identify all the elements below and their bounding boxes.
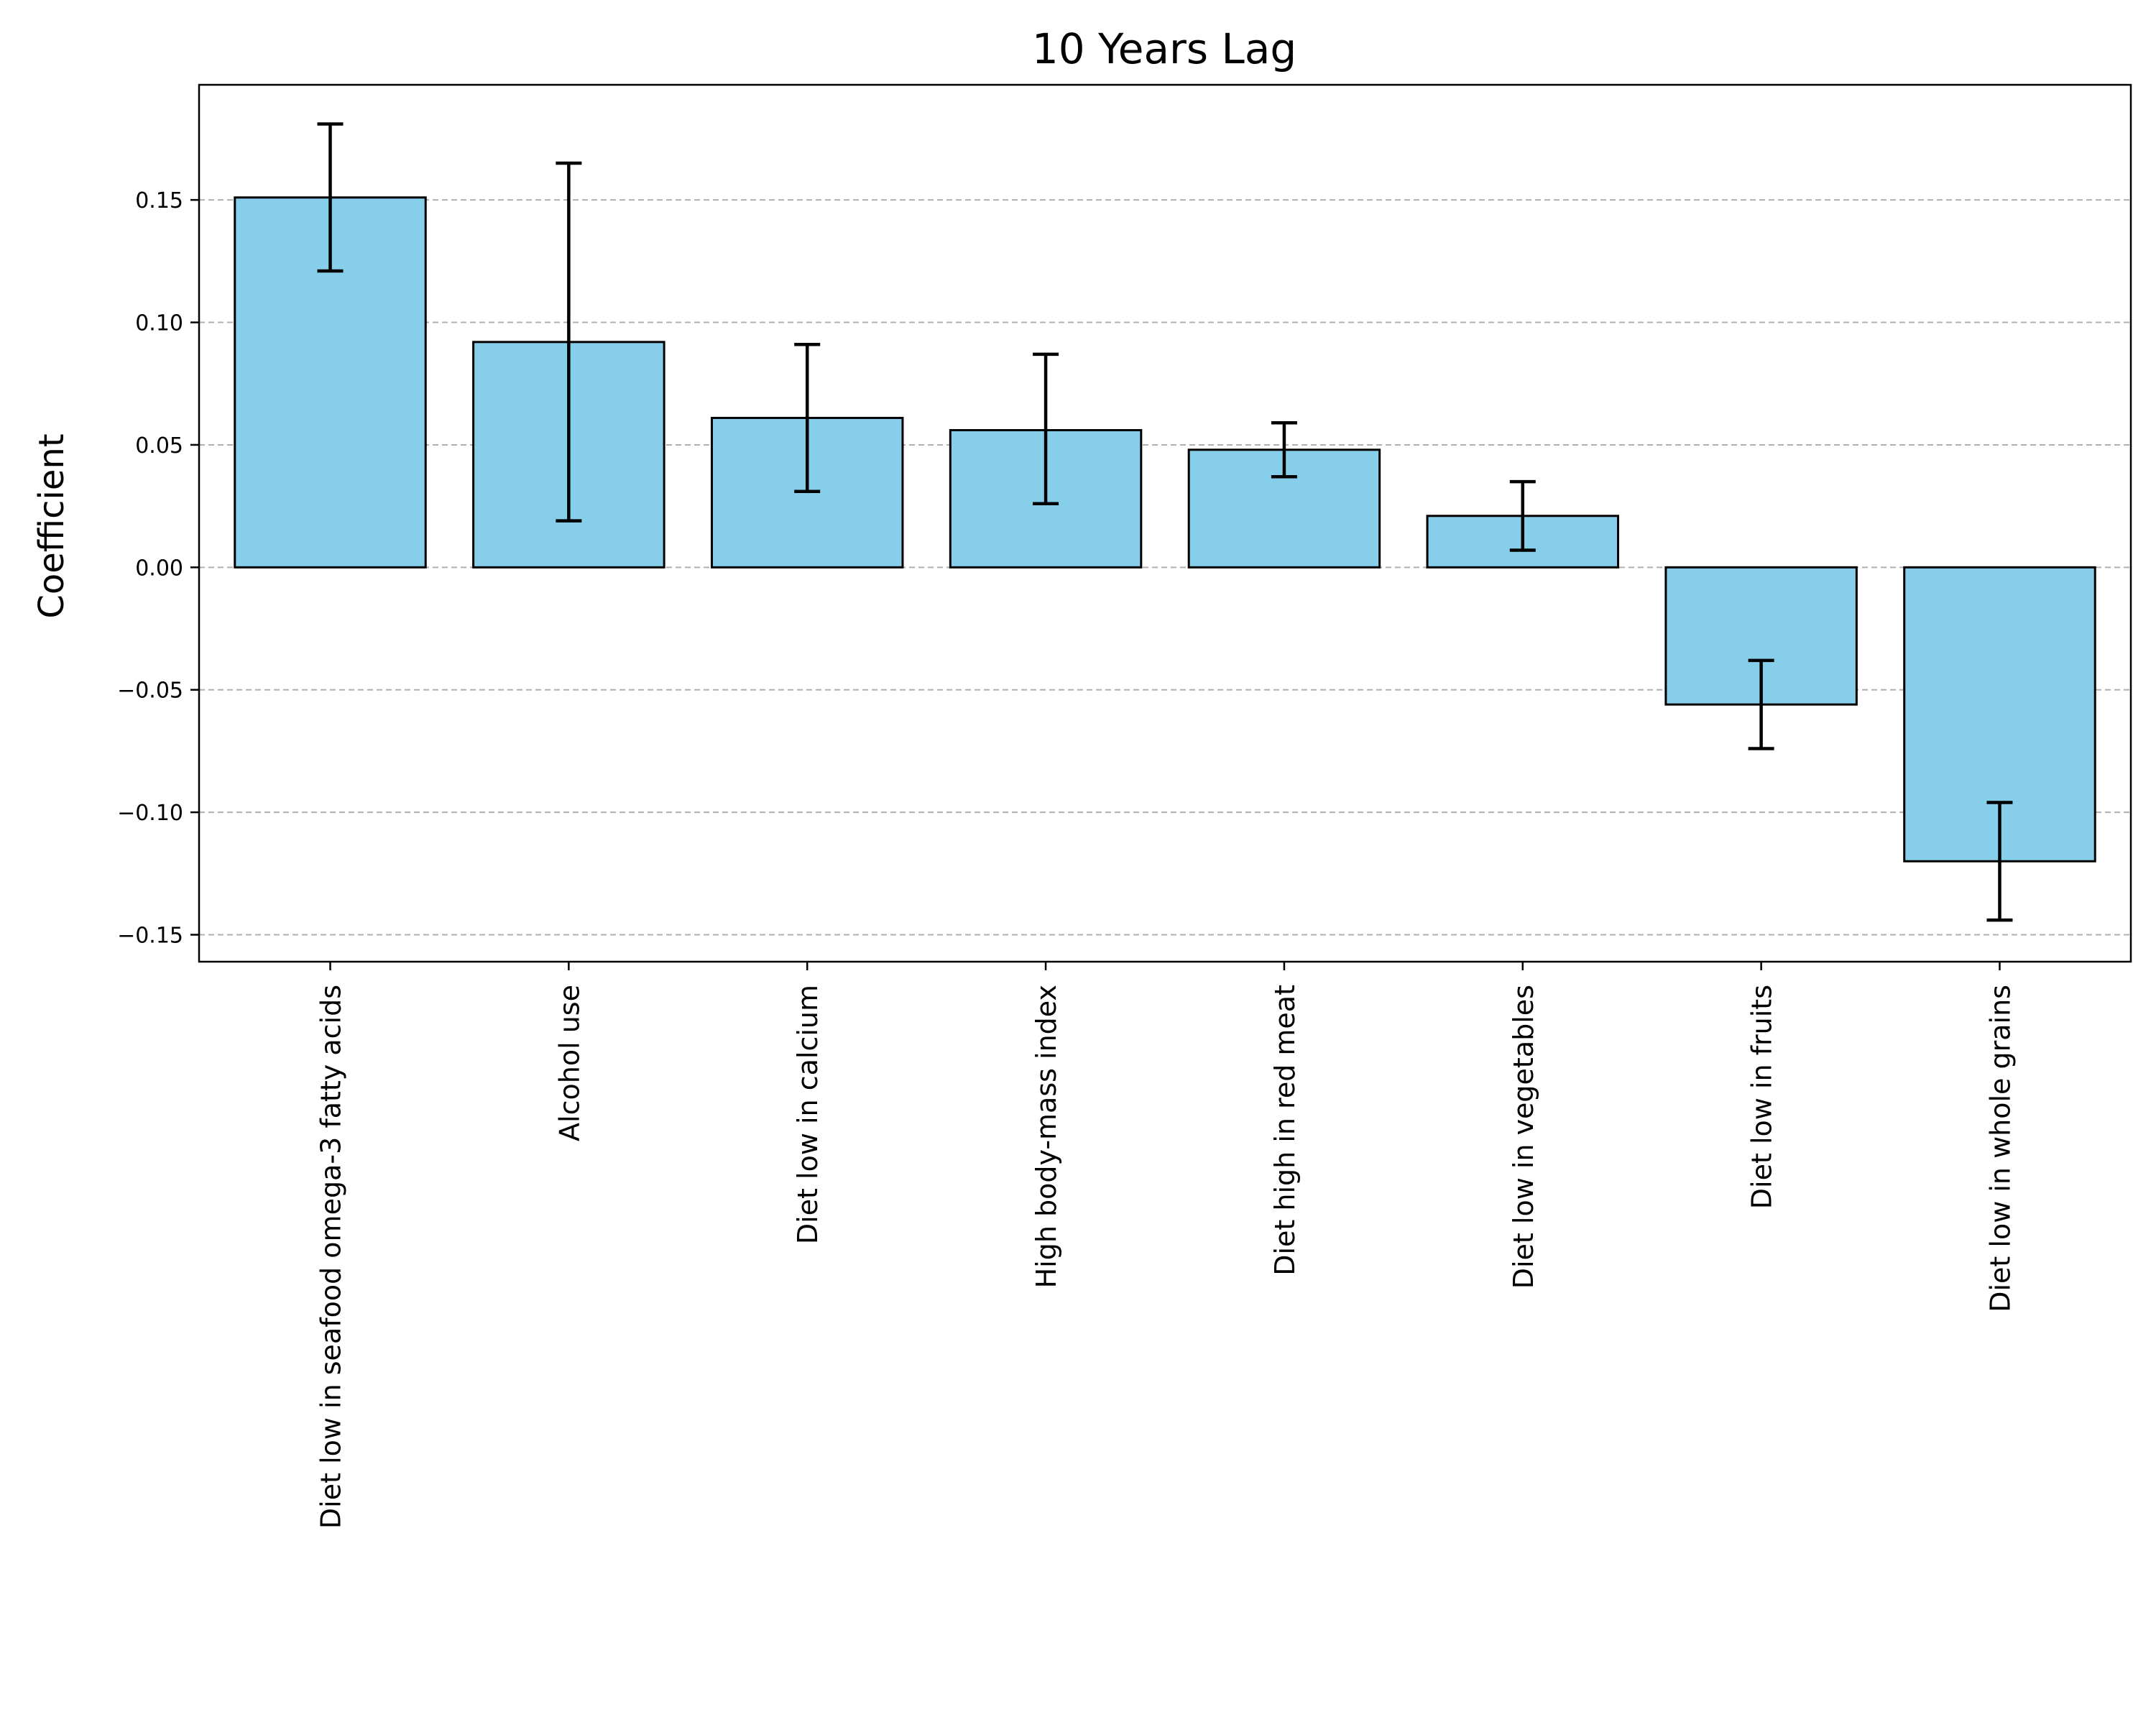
y-axis-ticks: −0.15 −0.10 −0.05 0.00 0.05 0.10 0.15	[117, 188, 199, 949]
x-category-label: Diet low in whole grains	[1984, 985, 2016, 1312]
x-category-label: Diet high in red meat	[1269, 985, 1301, 1276]
x-category-label: High body-mass index	[1031, 985, 1062, 1288]
chart-title: 10 Years Lag	[1032, 24, 1296, 73]
y-tick-label: 0.05	[135, 433, 183, 459]
x-category-label: Diet low in vegetables	[1508, 985, 1539, 1289]
plot-frame	[198, 83, 2132, 963]
bars	[234, 196, 2096, 862]
y-tick-label: 0.10	[135, 311, 183, 336]
x-category-label: Diet low in fruits	[1746, 985, 1778, 1209]
y-tick-label: −0.05	[117, 678, 183, 704]
y-tick-label: 0.15	[135, 188, 183, 213]
x-category-label: Alcohol use	[553, 985, 585, 1141]
y-tick-label: −0.10	[117, 801, 183, 826]
x-axis-ticks: Diet low in seafood omega-3 fatty acids A…	[315, 962, 2016, 1529]
x-category-label: Diet low in calcium	[792, 985, 824, 1244]
x-category-label: Diet low in seafood omega-3 fatty acids	[315, 985, 347, 1529]
y-tick-label: 0.00	[135, 556, 183, 581]
y-axis-label: Coefficient	[32, 433, 72, 618]
y-tick-label: −0.15	[117, 924, 183, 949]
error-bars	[317, 122, 2013, 922]
